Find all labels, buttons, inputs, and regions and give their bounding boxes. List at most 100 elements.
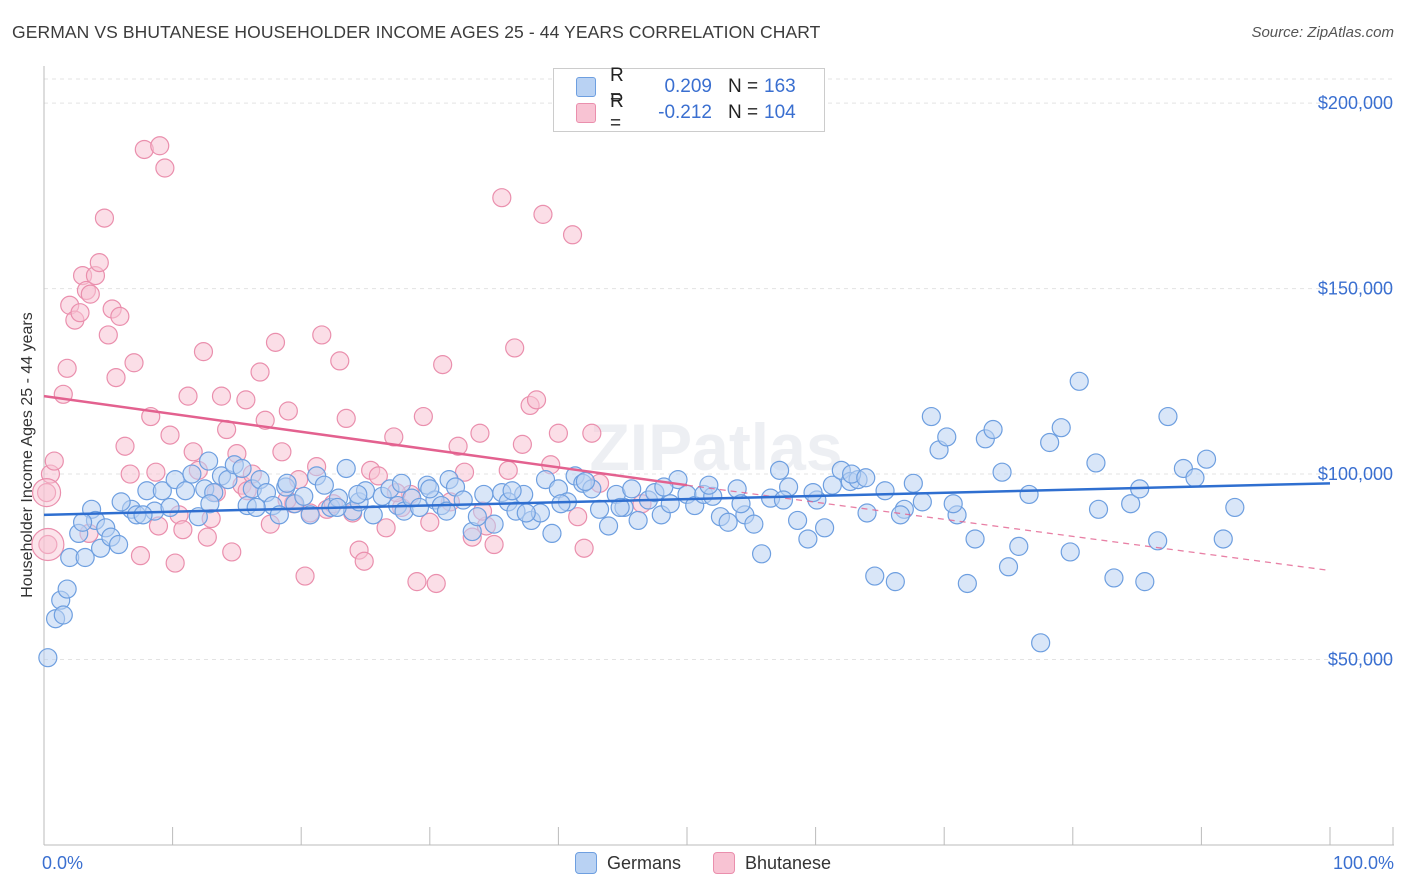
legend-n-value: 163 — [764, 76, 796, 97]
german-point — [769, 460, 790, 480]
german-point — [363, 505, 383, 525]
german-point — [1148, 531, 1168, 551]
series-legend: Germans Bhutanese — [0, 852, 1406, 874]
german-point — [815, 518, 835, 538]
tick-labels: $50,000 $100,000 $150,000 $200,000 0.0% 100.0… — [42, 93, 1394, 873]
bhutanese-point — [265, 332, 286, 352]
bhutanese-point — [106, 368, 126, 388]
german-point — [751, 544, 772, 564]
german-point — [1086, 453, 1106, 473]
german-point — [1104, 568, 1124, 588]
german-points — [38, 371, 1245, 668]
german-point — [246, 497, 266, 518]
bhutanese-point — [173, 520, 193, 540]
german-point — [1069, 371, 1089, 391]
grid-lines — [44, 78, 1394, 661]
y-tick-label: $200,000 — [1318, 93, 1393, 113]
german-point — [1051, 418, 1071, 438]
watermark: ZIPatlas — [589, 410, 842, 484]
bhutanese-point — [272, 442, 292, 462]
bhutanese-point — [165, 553, 185, 573]
german-point — [348, 484, 368, 505]
german-point — [798, 529, 818, 549]
bhutanese-point — [295, 566, 315, 586]
german-point — [502, 481, 522, 501]
german-point — [300, 505, 320, 525]
bhutanese-trend-line — [43, 394, 688, 487]
german-point — [1158, 406, 1178, 427]
german-point — [589, 499, 610, 519]
german-point — [1196, 449, 1217, 469]
bhutanese-point — [193, 342, 214, 362]
german-point — [885, 572, 905, 592]
bhutanese-point — [470, 423, 490, 443]
germans-swatch — [576, 77, 596, 97]
bhutanese-point — [548, 423, 569, 443]
german-point — [998, 557, 1019, 577]
german-point — [1225, 497, 1245, 518]
bhutanese-point — [155, 158, 175, 178]
bhutanese-point — [183, 442, 203, 462]
bhutanese-point — [484, 534, 504, 555]
german-point — [453, 490, 473, 510]
bhutanese-point — [250, 362, 270, 382]
bhutanese-point — [150, 136, 170, 156]
german-point — [1019, 484, 1039, 505]
german-point — [1135, 572, 1155, 592]
bhutanese-point — [376, 518, 396, 538]
bhutanese-point — [222, 542, 242, 562]
german-point — [1009, 536, 1029, 556]
y-tick-label: $50,000 — [1328, 650, 1393, 670]
german-point — [787, 510, 808, 531]
bhutanese-point — [160, 425, 180, 445]
bhutanese-point — [448, 436, 468, 456]
legend-r-value: 0.209 — [664, 76, 712, 97]
german-point — [75, 547, 95, 568]
german-point — [336, 458, 356, 479]
x-tick-label-max: 100.0% — [1333, 853, 1394, 873]
bhutanese-point — [94, 208, 115, 228]
bhutanese-trend-extension — [686, 484, 1331, 572]
german-point — [182, 464, 202, 484]
bhutanese-point — [512, 434, 532, 454]
german-point — [921, 406, 941, 427]
german-point — [314, 475, 334, 495]
german-point — [957, 573, 977, 594]
bhutanese-point — [330, 351, 350, 371]
bhutanese-point — [426, 573, 446, 594]
german-point — [133, 505, 153, 525]
bhutanese-point — [255, 410, 275, 430]
german-point — [152, 481, 172, 501]
bhutanese-point — [146, 462, 166, 482]
bhutanese-point — [89, 253, 109, 273]
german-point — [1060, 542, 1080, 562]
bhutanese-point — [533, 204, 553, 224]
bhutanese-point — [498, 460, 518, 480]
german-point — [912, 492, 932, 512]
bhutanese-point — [98, 325, 118, 345]
german-point — [965, 529, 985, 549]
legend-item-bhutanese: Bhutanese — [712, 852, 831, 874]
german-point — [160, 497, 180, 518]
german-point — [467, 507, 487, 527]
german-point — [903, 473, 923, 493]
bhutanese-point — [278, 401, 298, 421]
german-point — [474, 484, 494, 505]
bhutanese-point — [505, 338, 525, 358]
y-tick-label: $150,000 — [1318, 279, 1393, 299]
german-point — [551, 494, 571, 514]
correlation-legend: R = 0.209 N = 163 R = -0.212 N = 104 — [553, 65, 825, 134]
bhutanese-point — [120, 464, 140, 484]
legend-row-bhutanese: R = -0.212 N = 104 — [576, 91, 796, 134]
german-point — [391, 473, 412, 493]
legend-item-germans: Germans — [574, 852, 681, 874]
german-point — [1031, 633, 1051, 653]
german-point — [199, 451, 219, 471]
german-point — [72, 512, 93, 532]
bhutanese-points — [31, 136, 652, 594]
german-point — [1040, 432, 1060, 453]
bhutanese-point — [124, 353, 144, 373]
bhutanese-swatch — [576, 103, 596, 123]
bhutanese-point — [178, 386, 198, 406]
